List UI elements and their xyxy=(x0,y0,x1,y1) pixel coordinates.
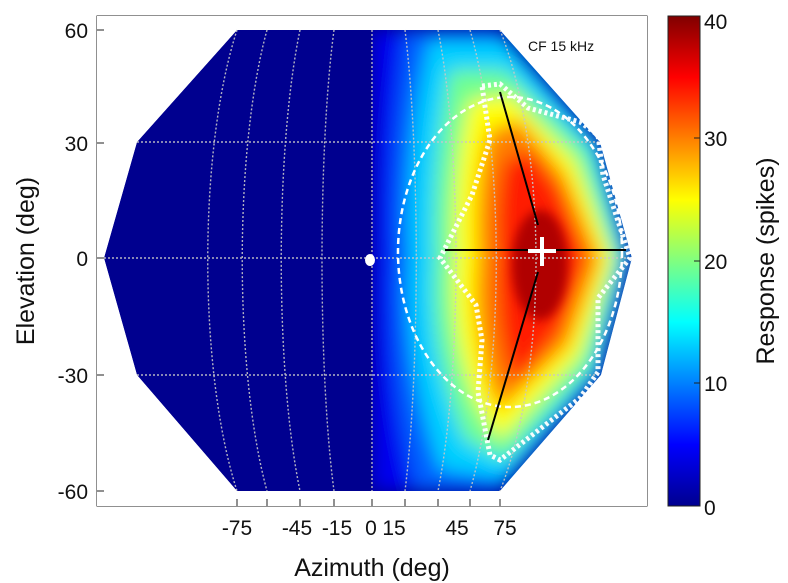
best-location-cross xyxy=(528,237,556,266)
y-tick-label: 60 xyxy=(65,20,88,43)
origin-marker xyxy=(365,254,375,266)
y-tick-label: -30 xyxy=(58,365,88,388)
field-mask xyxy=(97,16,647,506)
y-tick-label: -60 xyxy=(58,481,88,504)
fitted-ellipse xyxy=(396,95,624,409)
x-tick-label: 45 xyxy=(445,517,468,540)
colorbar-tick-label: 10 xyxy=(704,373,727,396)
response-contour xyxy=(437,81,633,463)
x-tick-label: 0 xyxy=(365,517,377,540)
y-tick-label: 30 xyxy=(65,133,88,156)
colorbar-tick-label: 40 xyxy=(704,11,727,34)
x-tick-label: -75 xyxy=(222,517,252,540)
x-axis: -75 -45 -15 0 15 45 75 xyxy=(222,499,517,540)
cf-annotation: CF 15 kHz xyxy=(528,38,594,54)
x-tick-label: -45 xyxy=(282,517,312,540)
colorbar-label: Response (spikes) xyxy=(752,157,780,364)
colorbar: 40 30 20 10 0 Response (spikes) xyxy=(667,11,780,520)
x-tick-label: 75 xyxy=(493,517,516,540)
colorbar-tick-label: 20 xyxy=(704,251,727,274)
x-tick-label: 15 xyxy=(382,517,405,540)
y-axis-label: Elevation (deg) xyxy=(12,177,40,345)
y-axis: 60 30 0 -30 -60 xyxy=(58,20,104,504)
plot-area: CF 15 kHz xyxy=(96,15,648,507)
low-response-region xyxy=(104,30,372,491)
colorbar-tick-label: 30 xyxy=(704,128,727,151)
y-tick-label: 0 xyxy=(76,248,88,271)
x-tick-label: -15 xyxy=(322,517,352,540)
x-axis-label: Azimuth (deg) xyxy=(294,554,450,582)
colorbar-tick-label: 0 xyxy=(704,497,716,520)
